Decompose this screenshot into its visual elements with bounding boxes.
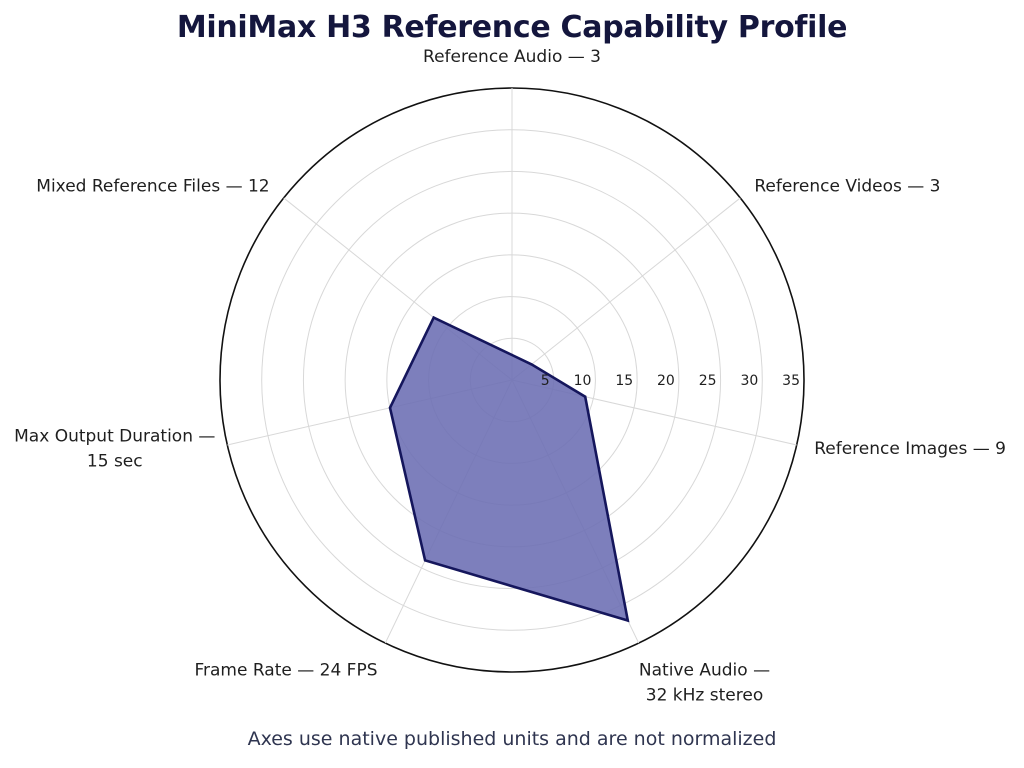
axis-label: Mixed Reference Files — 12: [36, 177, 269, 197]
axis-labels: Reference Audio — 3 Reference Videos — 3 R…: [14, 47, 1006, 705]
axis-label: Native Audio — 32 kHz stereo: [639, 660, 770, 705]
data-point: [388, 406, 392, 410]
axis-label-line: 15 sec: [87, 451, 143, 471]
radar-series: [388, 315, 630, 623]
data-point: [510, 353, 514, 357]
radial-tick-labels: 5 10 15 20 25 30 35: [541, 373, 800, 389]
radial-tick-label: 30: [740, 373, 758, 389]
data-point: [530, 363, 533, 366]
axis-label: Max Output Duration — 15 sec: [14, 426, 215, 471]
radial-tick-label: 15: [615, 373, 633, 389]
axis-label: Reference Images — 9: [814, 439, 1006, 459]
radial-tick-label: 5: [541, 373, 550, 389]
data-point: [432, 316, 435, 319]
axis-label-line: 32 kHz stereo: [646, 685, 763, 705]
axis-label-line: Reference Images — 9: [814, 439, 1006, 459]
data-point: [626, 619, 630, 622]
axis-label-line: Reference Audio — 3: [423, 47, 601, 67]
radial-tick-label: 25: [699, 373, 717, 389]
axis-label-line: Native Audio —: [639, 660, 770, 680]
chart-title: MiniMax H3 Reference Capability Profile: [176, 10, 848, 45]
axis-label: Reference Audio — 3: [423, 47, 601, 67]
chart-footnote: Axes use native published units and are …: [247, 728, 777, 750]
axis-spoke: [511, 197, 741, 381]
axis-label-line: Max Output Duration —: [14, 426, 215, 446]
axis-label-line: Mixed Reference Files — 12: [36, 177, 269, 197]
data-point: [423, 559, 427, 562]
radial-tick-label: 20: [657, 373, 675, 389]
series-area: [388, 315, 630, 623]
axis-label-line: Reference Videos — 3: [754, 177, 940, 197]
axis-label-line: Frame Rate — 24 FPS: [194, 660, 377, 680]
radial-tick-label: 35: [782, 373, 800, 389]
axis-label: Frame Rate — 24 FPS: [194, 660, 377, 680]
axis-label: Reference Videos — 3: [754, 177, 940, 197]
data-point: [584, 395, 587, 398]
radial-tick-label: 10: [574, 373, 592, 389]
